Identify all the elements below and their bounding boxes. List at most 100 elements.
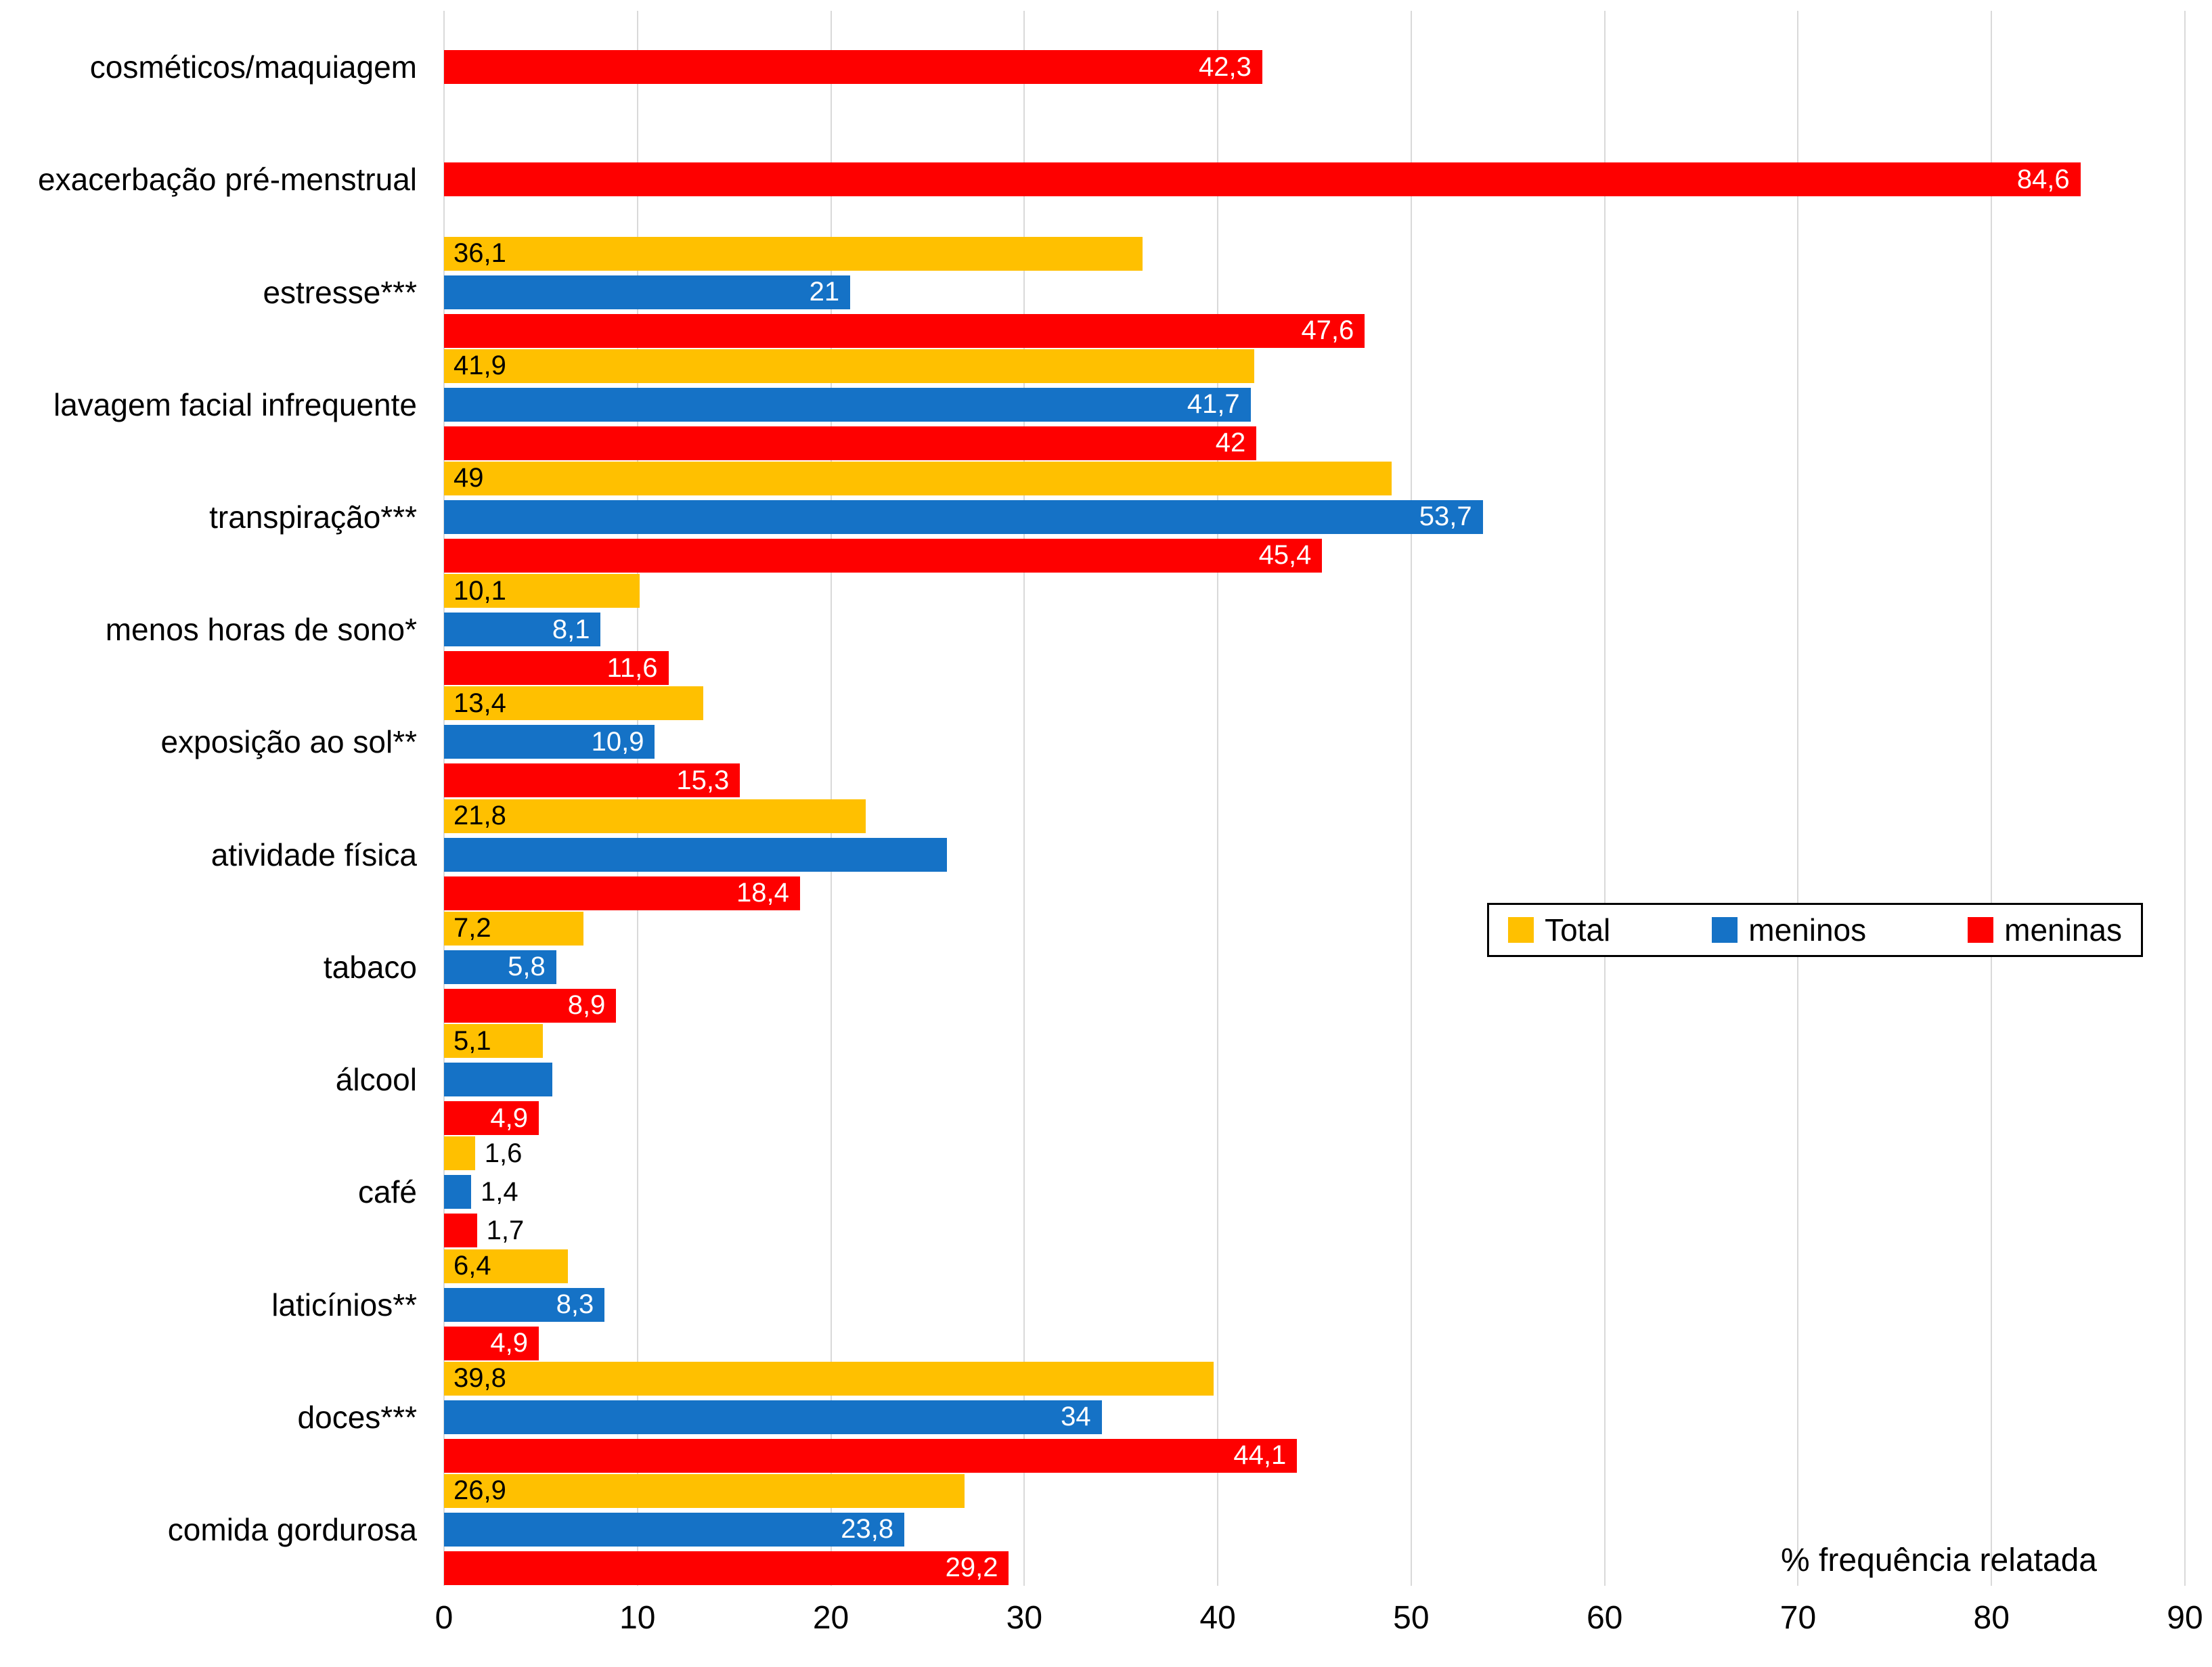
category-label: estresse*** — [263, 274, 417, 310]
category-band: 10,1 8,1 11,6 — [444, 573, 2185, 686]
bar-Total: 10,1 — [444, 574, 640, 608]
category-label: menos horas de sono* — [105, 612, 417, 648]
bar-value-label: 44,1 — [1233, 1440, 1287, 1471]
bar-value-label: 8,9 — [567, 990, 606, 1021]
bar-meninas: 47,6 — [444, 313, 1365, 348]
gridline — [1023, 11, 1025, 1586]
x-tick-label: 30 — [1006, 1600, 1043, 1636]
bar-meninas: 18,4 — [444, 876, 800, 910]
bar-value-label: 10,9 — [591, 726, 644, 757]
bar-row — [444, 1063, 2185, 1097]
bar-value-label: 4,9 — [490, 1103, 529, 1133]
bar-row: 42,3 — [444, 50, 2185, 85]
bar-row: 1,7 — [444, 1214, 2185, 1248]
category-label: café — [358, 1174, 417, 1210]
bar-value-label: 4,9 — [490, 1328, 529, 1358]
bar-meninas: 42 — [444, 426, 1257, 460]
category-band: 39,8 34 44,1 — [444, 1361, 2185, 1473]
bar-value-label: 15,3 — [676, 765, 730, 795]
legend-item-meninas: meninas — [1968, 912, 2122, 948]
x-tick-label: 60 — [1586, 1600, 1623, 1636]
x-tick-label: 50 — [1393, 1600, 1430, 1636]
bar-row: 42 — [444, 426, 2185, 460]
bar-row: 6,4 — [444, 1249, 2185, 1283]
category-label: laticínios** — [271, 1287, 417, 1323]
category-band: 42,3 — [444, 11, 2185, 123]
x-tick-label: 20 — [812, 1600, 849, 1636]
bar-value-label: 11,6 — [606, 652, 658, 683]
legend-swatch — [1968, 917, 1994, 943]
bar-row: 4,9 — [444, 1101, 2185, 1136]
bar-row: 84,6 — [444, 162, 2185, 197]
x-tick-label: 70 — [1779, 1600, 1817, 1636]
category-label: lavagem facial infrequente — [53, 386, 417, 422]
category-label: doces*** — [297, 1399, 417, 1435]
bar-Total: 21,8 — [444, 799, 866, 833]
bar-Total: 41,9 — [444, 349, 1255, 383]
bar-value-label: 23,8 — [841, 1514, 894, 1544]
bar-value-label: 41,9 — [454, 351, 506, 381]
category-band: 7,2 5,8 8,9 — [444, 911, 2185, 1023]
bar-meninas: 4,9 — [444, 1101, 539, 1136]
gridline — [1410, 11, 1412, 1586]
category-band: 36,1 21 47,6 — [444, 236, 2185, 348]
bar-value-label: 1,7 — [486, 1215, 525, 1245]
gridline — [443, 11, 445, 1586]
bar-row: 21,8 — [444, 799, 2185, 833]
legend-item-meninos: meninos — [1712, 912, 1866, 948]
bar-meninos: 8,3 — [444, 1287, 605, 1322]
bar-meninos — [444, 1063, 553, 1097]
bar-value-label: 41,7 — [1187, 389, 1240, 420]
category-label: cosméticos/maquiagem — [89, 49, 417, 85]
bar-value-label: 84,6 — [2016, 164, 2070, 194]
bar-value-label: 29,2 — [945, 1553, 998, 1583]
bar-value-label: 1,4 — [481, 1176, 518, 1207]
bar-row: 41,7 — [444, 387, 2185, 422]
bar-row — [444, 837, 2185, 872]
bar-meninos — [444, 837, 948, 872]
bar-row: 44,1 — [444, 1438, 2185, 1473]
bar-value-label: 18,4 — [736, 878, 789, 908]
gridline — [1217, 11, 1219, 1586]
gridline — [636, 11, 638, 1586]
bar-row: 7,2 — [444, 911, 2185, 946]
category-label: comida gordurosa — [167, 1511, 417, 1547]
bar-meninas: 8,9 — [444, 988, 617, 1023]
bar-value-label: 42 — [1215, 428, 1246, 458]
bar-value-label: 21,8 — [454, 801, 506, 831]
bar-row: 23,8 — [444, 1512, 2185, 1547]
bar-row: 39,8 — [444, 1361, 2185, 1396]
bar-value-label: 42,3 — [1198, 51, 1252, 82]
bar-meninas — [444, 1214, 477, 1248]
bar-value-label: 49 — [454, 463, 484, 493]
category-label: atividade física — [211, 837, 417, 872]
bar-Total — [444, 1136, 475, 1171]
legend-label: meninos — [1748, 912, 1867, 948]
bar-meninos: 34 — [444, 1400, 1102, 1434]
bar-value-label: 53,7 — [1419, 502, 1472, 532]
bar-value-label: 13,4 — [454, 688, 506, 718]
category-band: 84,6 — [444, 123, 2185, 236]
category-band: 6,4 8,3 4,9 — [444, 1248, 2185, 1360]
category-band: 13,4 10,9 15,3 — [444, 686, 2185, 798]
bar-meninas: 29,2 — [444, 1551, 1009, 1585]
bar-meninas: 84,6 — [444, 162, 2081, 197]
category-band: 26,9 23,8 29,2 — [444, 1473, 2185, 1586]
bar-row: 53,7 — [444, 499, 2185, 534]
bar-row: 29,2 — [444, 1551, 2185, 1585]
gridlines — [443, 11, 2186, 1586]
bar-meninos: 53,7 — [444, 499, 1483, 534]
gridline — [1991, 11, 1993, 1586]
x-tick-label: 90 — [2167, 1600, 2203, 1636]
bar-value-label: 7,2 — [454, 913, 491, 943]
bar-meninos — [444, 1175, 471, 1209]
bar-row: 8,3 — [444, 1287, 2185, 1322]
x-axis-label: % frequência relatada — [1781, 1542, 2097, 1578]
bar-row: 8,9 — [444, 988, 2185, 1023]
x-tick-label: 10 — [619, 1600, 656, 1636]
bar-Total: 7,2 — [444, 911, 583, 946]
bar-row: 47,6 — [444, 313, 2185, 348]
bar-Total: 36,1 — [444, 236, 1143, 271]
bar-meninas: 15,3 — [444, 763, 740, 798]
bar-row: 4,9 — [444, 1326, 2185, 1360]
